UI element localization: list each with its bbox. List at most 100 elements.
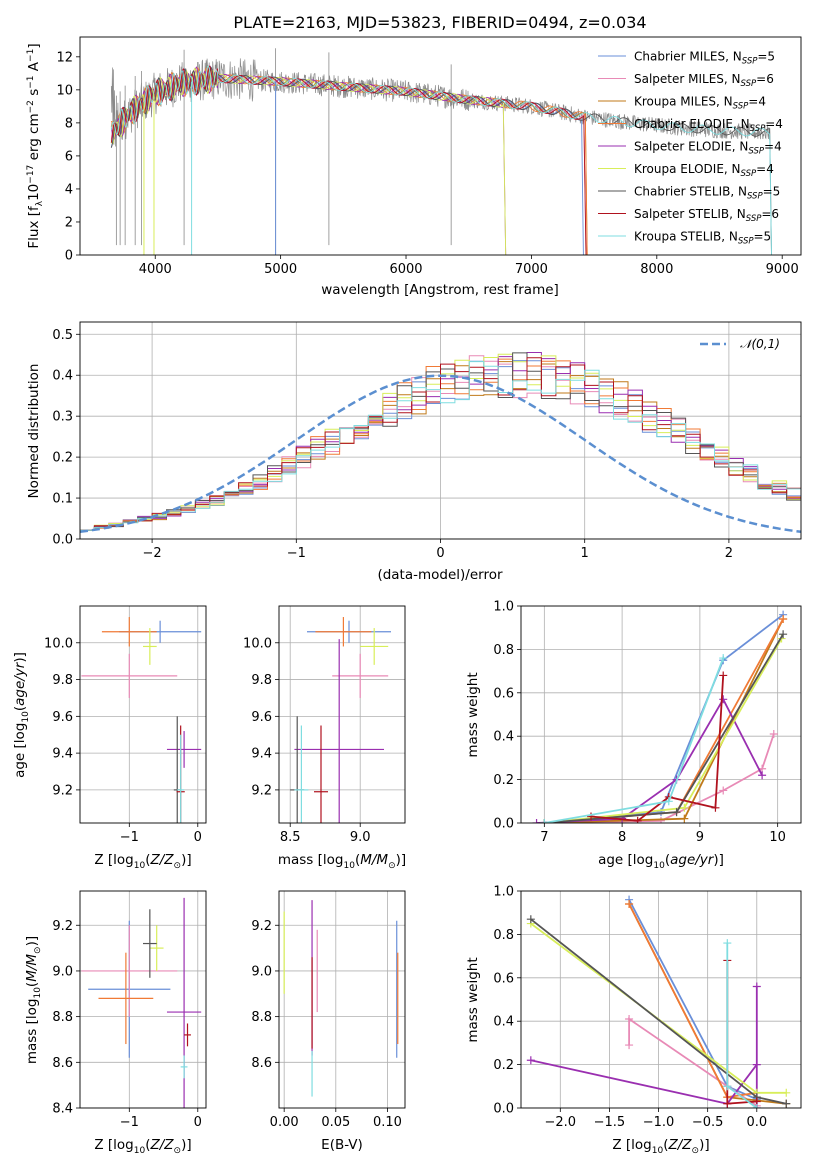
x-axis-label-part: M/M xyxy=(360,852,388,868)
axes-frame xyxy=(79,36,802,256)
plot-area-mass-metallicity xyxy=(80,891,206,1108)
y-tick-label: 9.8 xyxy=(251,673,272,688)
plot-area-weight-age xyxy=(521,606,801,823)
x-tick-label: 9.0 xyxy=(350,830,371,845)
weight-marker xyxy=(526,915,535,924)
legend-label-sub: SSP xyxy=(750,124,766,134)
legend-label-sub: SSP xyxy=(738,237,754,247)
y-tick-label: 0.8 xyxy=(493,643,514,658)
panel-age-metallicity: −1 09.29.49.69.810.0Z [log10(Z/Z⊙)]age [l… xyxy=(12,605,207,871)
y-tick-label: 10.0 xyxy=(44,636,73,651)
x-tick-label: 0 xyxy=(194,1115,202,1130)
x-tick-label: −1.0 xyxy=(643,1115,675,1130)
x-tick-label: −2.0 xyxy=(545,1115,577,1130)
x-tick-label: 0.05 xyxy=(321,1115,350,1130)
x-axis-label: mass [log10(M/M⊙)] xyxy=(278,852,406,871)
x-axis-label-part: 10 xyxy=(134,861,146,871)
x-axis-label: E(B-V) xyxy=(321,1137,363,1153)
x-tick-label: 9000 xyxy=(766,262,799,277)
legend-label-value: =5 xyxy=(757,50,775,64)
y-tick-label: 0.6 xyxy=(493,971,514,986)
y-tick-label: 9.6 xyxy=(52,710,73,725)
legend-label-value: =6 xyxy=(761,207,779,221)
legend-label: Salpeter STELIB, NSSP=6 xyxy=(634,207,779,224)
weight-marker xyxy=(540,819,549,823)
legend-label-name: Salpeter STELIB, N xyxy=(634,207,746,221)
weight-marker xyxy=(758,771,767,780)
y-axis-label-part: )] xyxy=(12,652,28,663)
x-axis-label-part: Z/Z xyxy=(149,852,174,868)
weight-marker xyxy=(752,982,761,991)
y-axis-label-part: 10 xyxy=(21,711,31,723)
x-axis-label-part: ⊙ xyxy=(174,1146,182,1156)
y-tick-label: 1.0 xyxy=(493,600,514,615)
x-axis-label-part: Z [log xyxy=(94,1137,133,1153)
figure-title: PLATE=2163, MJD=53823, FIBERID=0494, z=0… xyxy=(233,13,646,32)
panel-weight-metallicity: −2.0 −1.5 −1.0 −0.5 0.0 0.0 0.2 0.4 0.6 0.8 1.0 Z [… xyxy=(465,885,802,1156)
x-axis-label-part: )] xyxy=(181,1137,192,1153)
x-axis-label-part: ⊙ xyxy=(692,1146,700,1156)
x-axis-label-part: ( xyxy=(355,852,360,868)
y-tick-label: 9.2 xyxy=(251,919,272,934)
y-axis-label-part: 10 xyxy=(33,987,43,999)
plot-area-age-mass xyxy=(279,606,405,823)
x-axis-label-part: 10 xyxy=(343,861,355,871)
weight-marker xyxy=(532,819,541,823)
weight-marker xyxy=(587,812,595,821)
plot-area-weight-metallicity xyxy=(521,891,801,1108)
weight-series-line xyxy=(544,638,783,823)
weight-marker xyxy=(711,803,720,812)
legend-label: Salpeter MILES, NSSP=6 xyxy=(634,72,774,89)
weight-marker xyxy=(769,730,778,739)
panel-age-mass: 8.5 9.0 9.2 9.4 9.6 9.8 10.0 mass [log10(M/M⊙)] xyxy=(243,605,406,871)
weight-marker xyxy=(680,814,689,823)
y-tick-label: 0.3 xyxy=(52,410,73,425)
weight-marker xyxy=(779,615,788,624)
y-tick-label: 0.1 xyxy=(52,492,73,507)
legend-label-sub: SSP xyxy=(747,192,763,202)
y-axis-label: mass [log10(M/M⊙)] xyxy=(24,936,43,1064)
y-tick-label: 0.2 xyxy=(493,1058,514,1073)
y-tick-label: 0.4 xyxy=(493,1015,514,1030)
x-axis-label-part: age [log xyxy=(598,852,653,868)
y-tick-label: 1.0 xyxy=(493,885,514,900)
legend-label-sub: SSP xyxy=(741,169,757,179)
legend-label-value: =5 xyxy=(763,185,781,199)
x-tick-label: 6000 xyxy=(389,262,422,277)
y-tick-label: 0.4 xyxy=(52,369,73,384)
y-axis-label-part: ( xyxy=(24,982,40,987)
x-axis-label-part: 10 xyxy=(653,861,665,871)
y-tick-label: 0.8 xyxy=(493,928,514,943)
y-tick-label: 9.0 xyxy=(52,964,73,979)
weight-marker xyxy=(779,630,788,639)
weight-series-line xyxy=(544,633,784,823)
x-tick-label: −0.5 xyxy=(692,1115,724,1130)
weight-marker xyxy=(723,939,732,948)
y-tick-label: 4 xyxy=(65,182,73,197)
weight-series-line xyxy=(590,675,725,822)
axes-frame xyxy=(79,890,207,1109)
x-tick-label: −1 xyxy=(287,546,306,561)
y-axis-label-part: −1 xyxy=(26,49,36,62)
weight-marker xyxy=(664,797,673,806)
x-tick-label: −1 xyxy=(120,830,139,845)
legend-label-sub: SSP xyxy=(746,214,762,224)
x-tick-label: 4000 xyxy=(139,262,172,277)
legend-label-name: Chabrier MILES, N xyxy=(634,50,742,64)
legend-label: Chabrier ELODIE, NSSP=4 xyxy=(634,117,783,134)
x-tick-label: 0.10 xyxy=(373,1115,402,1130)
panel-mass-metallicity: −1 08.48.68.89.09.2Z [log10(Z/Z⊙)]mass [l… xyxy=(24,890,207,1156)
x-axis-label-part: )] xyxy=(699,1137,710,1153)
weight-marker xyxy=(752,1060,761,1069)
x-tick-label: 0 xyxy=(436,546,444,561)
weight-marker xyxy=(625,900,634,909)
y-tick-label: 10 xyxy=(56,83,73,98)
axes-frame xyxy=(79,605,207,824)
y-tick-label: 8 xyxy=(65,116,73,131)
spectrum-data-line xyxy=(110,58,770,147)
x-axis-label-part: Z/Z xyxy=(667,1137,692,1153)
plot-area-age-metallicity xyxy=(80,606,206,823)
normal-reference-curve xyxy=(80,374,801,534)
x-axis-label-part: ( xyxy=(145,1137,150,1153)
y-tick-label: 0.4 xyxy=(493,730,514,745)
